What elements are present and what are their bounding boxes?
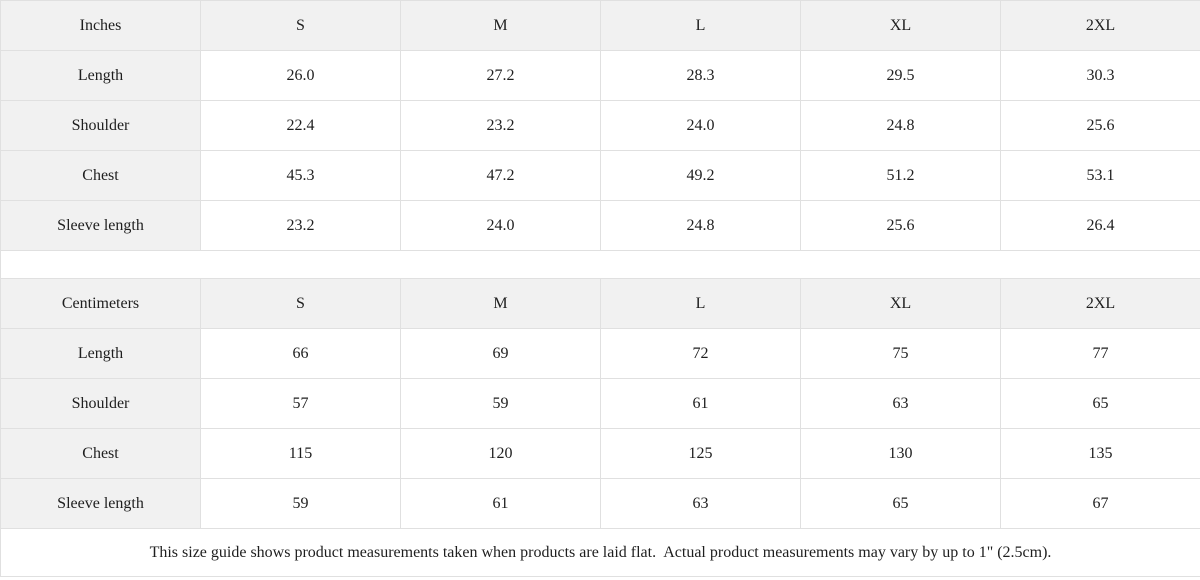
footer-note: This size guide shows product measuremen…	[0, 528, 1200, 577]
size-column-header-l: L	[600, 278, 801, 329]
value-cell: 61	[400, 478, 601, 529]
centimeters-header-row: Centimeters S M L XL 2XL	[0, 278, 1200, 329]
value-cell: 24.8	[600, 200, 801, 251]
size-column-header-s: S	[200, 278, 401, 329]
value-cell: 125	[600, 428, 801, 479]
footer-row: This size guide shows product measuremen…	[0, 528, 1200, 577]
row-label: Chest	[0, 150, 201, 201]
value-cell: 61	[600, 378, 801, 429]
value-cell: 26.0	[200, 50, 401, 101]
table-row-inches-sleeve-length: Sleeve length 23.2 24.0 24.8 25.6 26.4	[0, 200, 1200, 251]
size-column-header-xl: XL	[800, 0, 1001, 51]
table-row-cm-shoulder: Shoulder 57 59 61 63 65	[0, 378, 1200, 429]
value-cell: 69	[400, 328, 601, 379]
value-cell: 59	[400, 378, 601, 429]
value-cell: 72	[600, 328, 801, 379]
value-cell: 63	[600, 478, 801, 529]
size-column-header-xl: XL	[800, 278, 1001, 329]
table-row-cm-chest: Chest 115 120 125 130 135	[0, 428, 1200, 479]
row-label: Chest	[0, 428, 201, 479]
value-cell: 75	[800, 328, 1001, 379]
value-cell: 23.2	[200, 200, 401, 251]
value-cell: 135	[1000, 428, 1200, 479]
inches-header-row: Inches S M L XL 2XL	[0, 0, 1200, 51]
value-cell: 28.3	[600, 50, 801, 101]
value-cell: 26.4	[1000, 200, 1200, 251]
size-column-header-m: M	[400, 0, 601, 51]
row-label: Sleeve length	[0, 478, 201, 529]
value-cell: 59	[200, 478, 401, 529]
value-cell: 65	[1000, 378, 1200, 429]
value-cell: 29.5	[800, 50, 1001, 101]
value-cell: 24.0	[400, 200, 601, 251]
value-cell: 57	[200, 378, 401, 429]
value-cell: 65	[800, 478, 1001, 529]
value-cell: 27.2	[400, 50, 601, 101]
unit-header-centimeters: Centimeters	[0, 278, 201, 329]
value-cell: 25.6	[1000, 100, 1200, 151]
value-cell: 77	[1000, 328, 1200, 379]
value-cell: 67	[1000, 478, 1200, 529]
value-cell: 51.2	[800, 150, 1001, 201]
value-cell: 53.1	[1000, 150, 1200, 201]
row-label: Shoulder	[0, 378, 201, 429]
value-cell: 66	[200, 328, 401, 379]
value-cell: 47.2	[400, 150, 601, 201]
value-cell: 23.2	[400, 100, 601, 151]
row-label: Length	[0, 50, 201, 101]
size-column-header-2xl: 2XL	[1000, 0, 1200, 51]
value-cell: 130	[800, 428, 1001, 479]
row-label: Sleeve length	[0, 200, 201, 251]
value-cell: 49.2	[600, 150, 801, 201]
table-row-inches-chest: Chest 45.3 47.2 49.2 51.2 53.1	[0, 150, 1200, 201]
value-cell: 24.8	[800, 100, 1001, 151]
unit-header-inches: Inches	[0, 0, 201, 51]
value-cell: 115	[200, 428, 401, 479]
size-column-header-s: S	[200, 0, 401, 51]
table-row-inches-shoulder: Shoulder 22.4 23.2 24.0 24.8 25.6	[0, 100, 1200, 151]
row-label: Shoulder	[0, 100, 201, 151]
table-row-cm-sleeve-length: Sleeve length 59 61 63 65 67	[0, 478, 1200, 529]
size-column-header-2xl: 2XL	[1000, 278, 1200, 329]
table-row-cm-length: Length 66 69 72 75 77	[0, 328, 1200, 379]
table-row-inches-length: Length 26.0 27.2 28.3 29.5 30.3	[0, 50, 1200, 101]
value-cell: 120	[400, 428, 601, 479]
size-column-header-l: L	[600, 0, 801, 51]
value-cell: 45.3	[200, 150, 401, 201]
value-cell: 30.3	[1000, 50, 1200, 101]
size-column-header-m: M	[400, 278, 601, 329]
spacer-row	[0, 250, 1200, 279]
row-label: Length	[0, 328, 201, 379]
value-cell: 63	[800, 378, 1001, 429]
value-cell: 22.4	[200, 100, 401, 151]
value-cell: 24.0	[600, 100, 801, 151]
spacer-cell	[0, 250, 1200, 279]
value-cell: 25.6	[800, 200, 1001, 251]
